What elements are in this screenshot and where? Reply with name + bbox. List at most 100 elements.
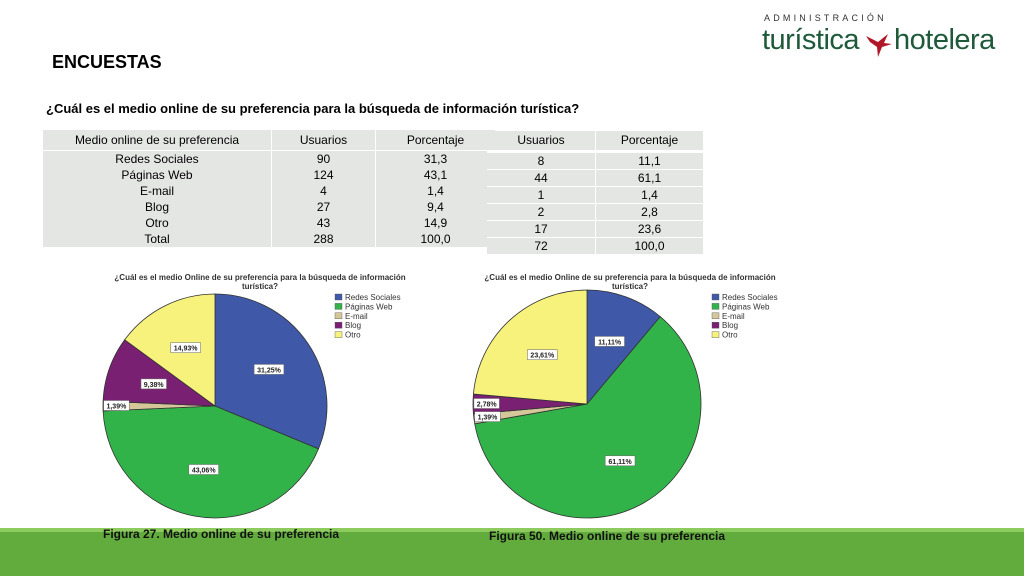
cell-usuarios: 44 [487,169,596,187]
data-label-otro: 14,93% [174,346,199,353]
figure-caption-1: Figura 27. Medio online de su preferenci… [103,527,340,541]
cell-porcentaje: 31,3 [375,150,496,167]
data-label-box [527,349,558,360]
legend-swatch-redes-sociales [711,293,720,301]
chart-title: turística? [242,282,278,291]
cell-porcentaje: 61,1 [595,169,704,187]
cell-usuarios: 124 [271,167,376,183]
pie-slice-otro [472,289,588,405]
data-label-e-mail: 1,39% [478,415,499,422]
data-label-e-mail: 1,39% [106,404,127,411]
pie-slice-paginas-web [102,405,320,519]
cell-porcentaje: 11,1 [595,153,704,170]
col-header-porcentaje: Porcentaje [375,130,496,151]
legend-label-blog: Blog [722,321,738,330]
table-row-total: 72 100,0 [487,237,704,255]
pie-chart-2: ¿Cuál es el medio Online de su preferenc… [472,273,778,519]
table-row: 2 2,8 [487,203,704,221]
cell-medio: Total [43,231,272,247]
figure-caption-2: Figura 50. Medio online de su preferenci… [489,529,726,543]
logo-word-hotelera: hotelera [894,24,995,56]
footer-accent-line [0,528,1024,532]
cell-usuarios: 4 [271,183,376,199]
data-label-box [188,464,219,475]
data-label-redes-sociales: 11,11% [598,339,622,346]
data-label-box [474,411,501,422]
legend-swatch-blog [334,322,343,329]
legend-label-otro: Otro [345,331,361,340]
cell-medio: Redes Sociales [43,150,272,167]
table-row: Blog 27 9,4 [43,199,496,215]
pie-slice-redes-sociales [586,289,661,406]
legend-swatch-paginas-web [711,303,720,310]
cell-medio: Páginas Web [43,167,272,183]
cell-medio: Blog [43,199,272,215]
cell-porcentaje: 1,4 [595,186,704,204]
legend-swatch-redes-sociales [334,293,343,301]
col-header-usuarios: Usuarios [271,130,376,151]
cell-porcentaje: 1,4 [375,183,496,199]
table-row: Páginas Web 124 43,1 [43,167,496,183]
cell-porcentaje: 100,0 [375,231,496,247]
table-row: E-mail 4 1,4 [43,183,496,199]
data-label-box [253,364,285,375]
legend-label-e-mail: E-mail [345,312,368,321]
data-label-blog: 2,78% [477,402,498,409]
col-header-usuarios: Usuarios [487,131,596,151]
data-label-paginas-web: 61,11% [608,459,632,466]
legend-swatch-paginas-web [334,303,343,310]
table-row: 1 1,4 [487,186,704,204]
data-label-box [473,398,500,409]
cell-porcentaje: 9,4 [375,199,496,215]
legend-label-otro: Otro [722,331,738,340]
cell-porcentaje: 23,6 [595,220,704,238]
data-label-paginas-web: 43,06% [192,468,217,475]
cell-usuarios: 90 [271,150,376,167]
data-label-box [594,336,625,347]
legend-swatch-otro [334,331,343,338]
logo-word-turistica: turística [762,24,860,56]
footer-bar [0,528,1024,576]
survey-question: ¿Cuál es el medio online de su preferenc… [46,101,580,116]
cell-usuarios: 72 [487,237,596,255]
table-header-row: Medio online de su preferencia Usuarios … [43,130,496,151]
table-row: 17 23,6 [487,220,704,238]
cell-usuarios: 17 [487,220,596,238]
cell-medio: E-mail [43,183,272,199]
brand-logo: ADMINISTRACIÓN turística hotelera [762,12,1002,62]
chart-title: turística? [612,282,648,291]
cell-porcentaje: 100,0 [595,237,704,255]
hummingbird-icon [866,34,892,57]
data-label-blog: 9,38% [144,382,165,389]
cell-usuarios: 1 [487,186,596,204]
table-row-total: Total 288 100,0 [43,231,496,247]
pie-slice-otro [124,293,216,407]
data-label-redes-sociales: 31,25% [257,367,282,374]
legend-swatch-otro [711,331,720,338]
legend-label-redes-sociales: Redes Sociales [345,293,401,302]
data-label-box [103,400,130,411]
col-header-porcentaje: Porcentaje [595,131,704,151]
table-row: 44 61,1 [487,169,704,187]
cell-porcentaje: 43,1 [375,167,496,183]
pie-slice-paginas-web [474,316,702,519]
legend-label-paginas-web: Páginas Web [345,302,393,311]
legend-swatch-e-mail [334,312,343,319]
page-title: ENCUESTAS [52,52,162,72]
data-label-box [140,378,167,390]
results-table-1: Medio online de su preferencia Usuarios … [43,130,496,247]
table-row: Otro 43 14,9 [43,215,496,231]
legend-label-redes-sociales: Redes Sociales [722,293,778,302]
logo-admin-text: ADMINISTRACIÓN [764,13,887,23]
cell-porcentaje: 2,8 [595,203,704,221]
table-row: 8 11,1 [487,153,704,170]
cell-usuarios: 288 [271,231,376,247]
col-header-medio: Medio online de su preferencia [43,130,272,151]
cell-usuarios: 27 [271,199,376,215]
data-label-box [604,455,636,467]
chart-title: ¿Cuál es el medio Online de su preferenc… [484,273,775,282]
cell-usuarios: 43 [271,215,376,231]
data-label-otro: 23,61% [530,353,555,360]
legend-label-e-mail: E-mail [722,312,745,321]
table-row: Redes Sociales 90 31,3 [43,150,496,167]
